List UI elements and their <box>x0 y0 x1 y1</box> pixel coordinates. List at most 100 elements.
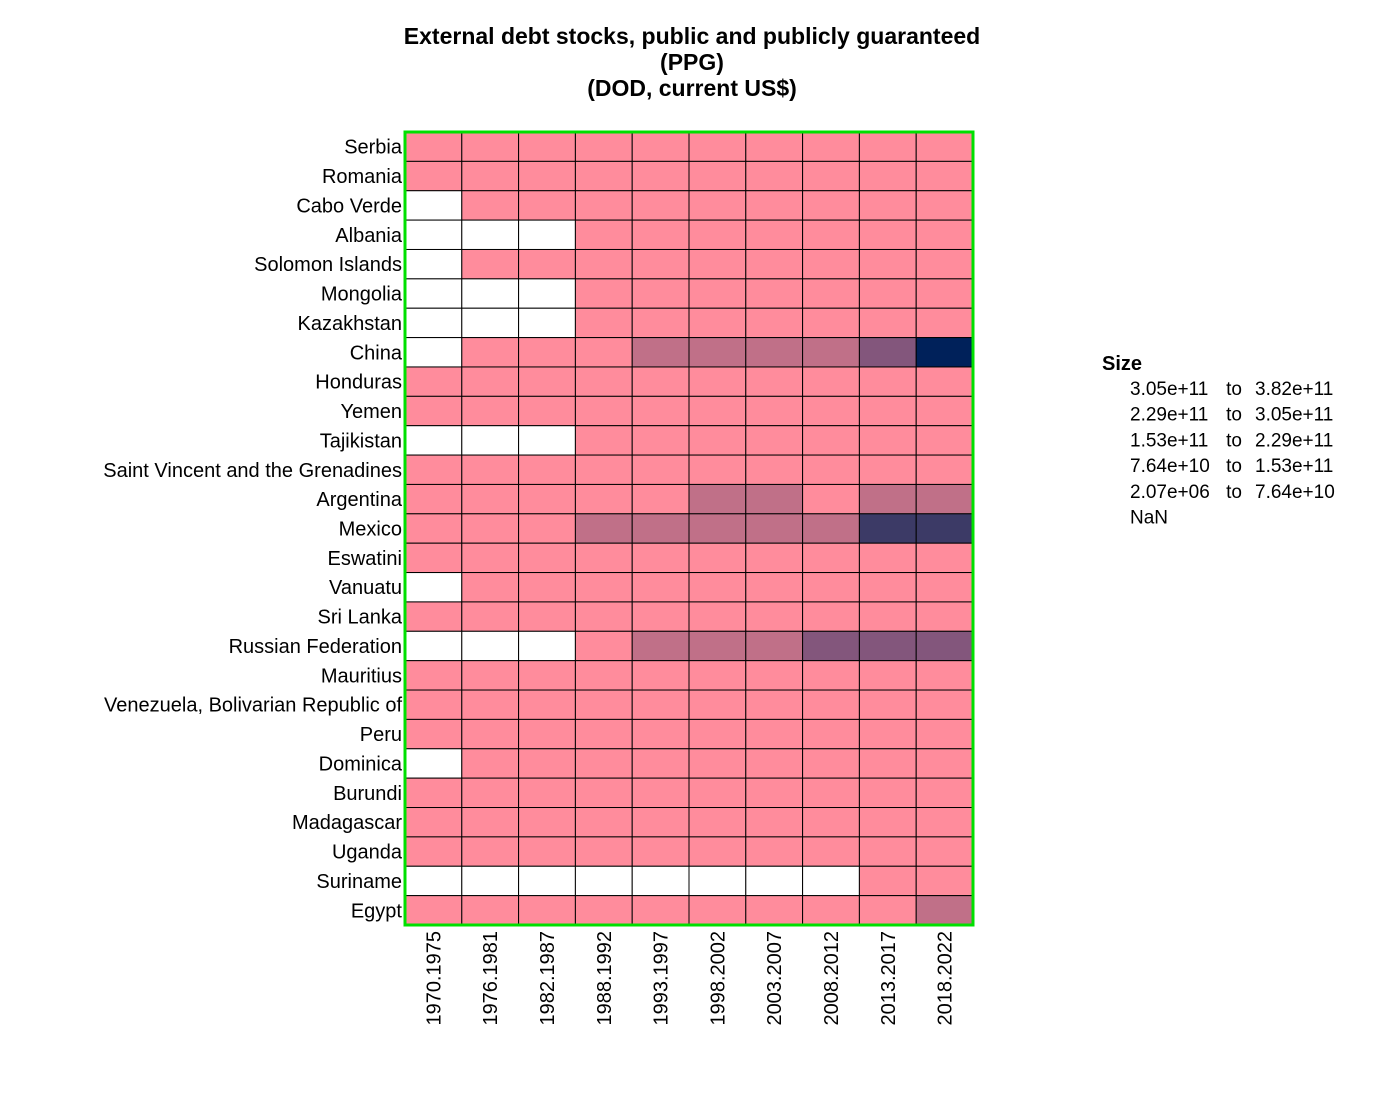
heatmap-cell <box>858 219 917 250</box>
row-label: Russian Federation <box>229 636 402 658</box>
heatmap-cell <box>802 601 860 632</box>
heatmap-cell <box>688 278 747 309</box>
heatmap-cell <box>461 718 520 750</box>
heatmap-cell <box>802 131 860 162</box>
heatmap-cell <box>802 425 860 456</box>
heatmap-cell <box>802 219 860 250</box>
heatmap-cell <box>858 542 917 574</box>
heatmap-cell <box>688 160 747 192</box>
heatmap-cell <box>745 807 804 838</box>
heatmap-cell <box>574 572 633 603</box>
heatmap-cell <box>745 777 804 809</box>
legend: Size 3.05e+11 to 3.82e+11 2.29e+11 to 3.05e+1… <box>1102 353 1335 529</box>
column-label: 1988.1992 <box>594 931 616 1026</box>
heatmap-cell <box>688 718 747 750</box>
heatmap-cell <box>461 895 520 926</box>
heatmap-cell <box>802 190 860 221</box>
heatmap-cell <box>574 337 633 368</box>
legend-range-low: 3.05e+11 <box>1130 379 1208 400</box>
heatmap-cell <box>461 865 520 897</box>
heatmap-cell <box>574 865 633 897</box>
heatmap-cell <box>745 542 804 574</box>
heatmap-cell <box>574 601 633 632</box>
heatmap-cell <box>631 689 690 720</box>
heatmap-cell <box>858 425 917 456</box>
heatmap-cell <box>802 337 860 368</box>
heatmap-cell <box>915 337 974 368</box>
heatmap-cell <box>802 454 860 485</box>
column-label: 2008.2012 <box>821 931 843 1026</box>
heatmap-cell <box>574 542 633 574</box>
heatmap-cell <box>404 572 463 603</box>
heatmap-cell <box>631 425 690 456</box>
heatmap-cell <box>858 836 917 867</box>
heatmap-cell <box>858 337 917 368</box>
heatmap-cell <box>631 660 690 691</box>
heatmap-cell <box>858 660 917 691</box>
heatmap-cell <box>404 425 463 456</box>
heatmap-cell <box>404 660 463 691</box>
heatmap-cell <box>631 366 690 397</box>
heatmap-cell <box>461 454 520 485</box>
column-label: 1982.1987 <box>537 931 559 1026</box>
heatmap-cell <box>858 395 917 427</box>
heatmap-cells <box>404 131 974 926</box>
heatmap-cell <box>574 190 633 221</box>
heatmap-cell <box>802 483 860 515</box>
row-label: China <box>350 342 403 364</box>
legend-range-separator: to <box>1226 379 1242 400</box>
heatmap-cell <box>688 513 747 544</box>
heatmap-cell <box>574 483 633 515</box>
heatmap-cell <box>461 660 520 691</box>
row-label: Romania <box>322 166 403 188</box>
row-label: Honduras <box>315 372 402 394</box>
heatmap-cell <box>802 395 860 427</box>
heatmap-cell <box>915 689 974 720</box>
heatmap-cell <box>461 836 520 867</box>
heatmap-cell <box>802 630 860 662</box>
row-label: Mexico <box>339 519 402 541</box>
row-label: Burundi <box>333 783 402 805</box>
heatmap-cell <box>802 836 860 867</box>
heatmap-cell <box>858 307 917 339</box>
heatmap-cell <box>688 807 747 838</box>
heatmap-cell <box>461 366 520 397</box>
heatmap-cell <box>802 572 860 603</box>
heatmap-cell <box>518 748 576 779</box>
heatmap-cell <box>404 513 463 544</box>
heatmap-cell <box>404 777 463 809</box>
heatmap-cell <box>574 425 633 456</box>
column-labels: 1970.1975 1976.1981 1982.1987 1988.1992 1993… <box>423 931 956 1026</box>
heatmap-cell <box>802 513 860 544</box>
column-label: 1998.2002 <box>707 931 729 1026</box>
heatmap-cell <box>688 836 747 867</box>
heatmap-cell <box>404 395 463 427</box>
heatmap-cell <box>915 131 974 162</box>
heatmap-cell <box>631 513 690 544</box>
row-label: Madagascar <box>292 812 402 834</box>
heatmap-cell <box>858 601 917 632</box>
heatmap-cell <box>745 160 804 192</box>
row-label: Dominica <box>319 753 403 775</box>
row-label: Cabo Verde <box>296 195 402 217</box>
heatmap-cell <box>802 248 860 280</box>
heatmap-cell <box>518 395 576 427</box>
heatmap-cell <box>858 366 917 397</box>
heatmap-cell <box>404 190 463 221</box>
heatmap-cell <box>631 895 690 926</box>
heatmap-cell <box>404 278 463 309</box>
row-label: Argentina <box>316 489 402 511</box>
heatmap-cell <box>574 689 633 720</box>
row-label: Egypt <box>351 900 403 922</box>
heatmap-cell <box>518 513 576 544</box>
heatmap-cell <box>518 248 576 280</box>
heatmap-cell <box>745 689 804 720</box>
heatmap-cell <box>518 366 576 397</box>
heatmap-cell <box>461 131 520 162</box>
heatmap-cell <box>404 542 463 574</box>
heatmap-cell <box>688 542 747 574</box>
heatmap-cell <box>404 807 463 838</box>
column-label: 1970.1975 <box>423 931 445 1026</box>
heatmap-cell <box>461 513 520 544</box>
heatmap-cell <box>404 160 463 192</box>
